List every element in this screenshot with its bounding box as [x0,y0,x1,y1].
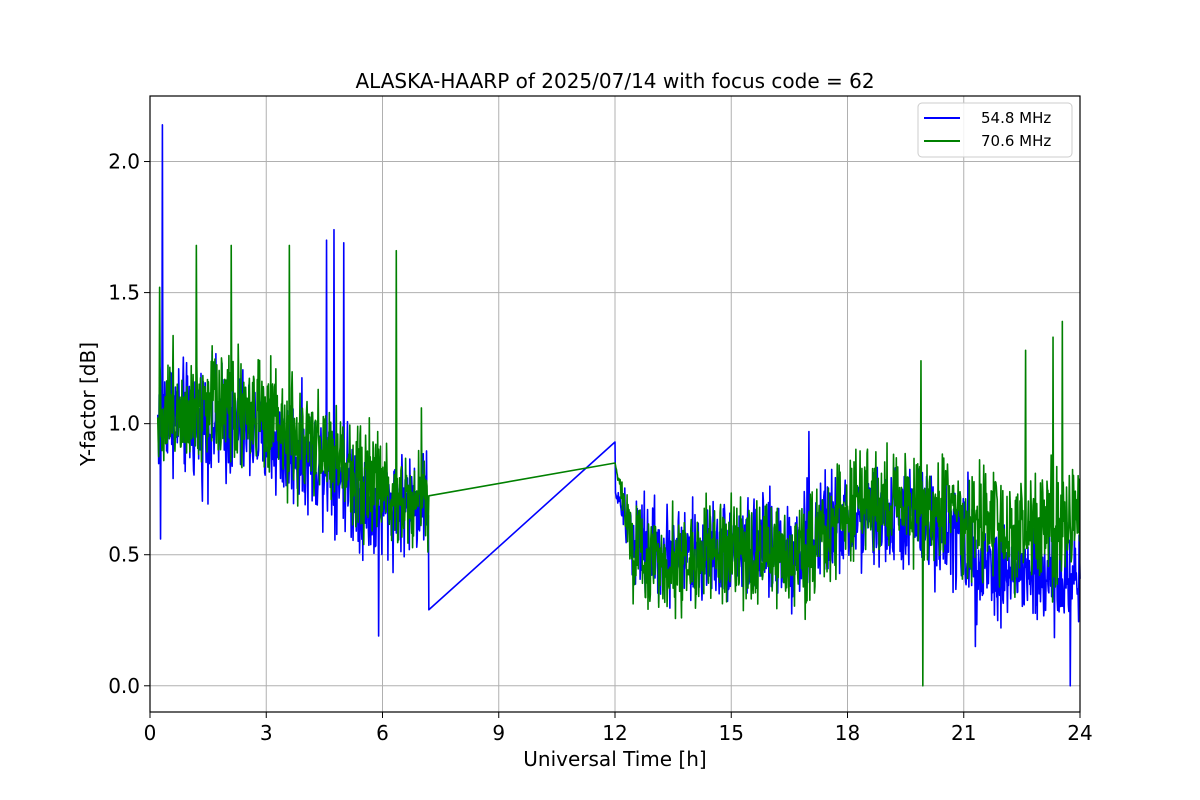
legend-box [917,102,1073,158]
legend-label: 54.8 MHz [981,109,1051,127]
x-tick-label: 21 [951,721,976,745]
series-line-1 [156,124,1081,687]
x-tick-label: 9 [492,721,505,745]
legend: 54.8 MHz 70.6 MHz [917,102,1073,158]
x-tick-label: 6 [376,721,389,745]
legend-label: 70.6 MHz [981,132,1051,150]
x-tick-label: 15 [719,721,744,745]
chart-title: ALASKA-HAARP of 2025/07/14 with focus co… [355,69,874,93]
x-tick-label: 12 [602,721,627,745]
y-tick-label: 2.0 [108,150,140,174]
x-tick-label: 0 [144,721,157,745]
y-axis-label: Y-factor [dB] [76,342,100,467]
y-tick-label: 0.0 [108,674,140,698]
x-tick-label: 24 [1067,721,1092,745]
x-tick-label: 18 [835,721,860,745]
ticks: 0 3 6 9 12 15 18 21 24 0.0 0.5 1.0 1.5 2.0 [108,150,1093,745]
x-axis-label: Universal Time [h] [523,747,706,771]
series-layer [156,124,1081,687]
y-tick-label: 1.0 [108,412,140,436]
x-tick-label: 3 [260,721,273,745]
series-line-2 [156,244,1081,687]
y-tick-label: 0.5 [108,543,140,567]
y-tick-label: 1.5 [108,281,140,305]
